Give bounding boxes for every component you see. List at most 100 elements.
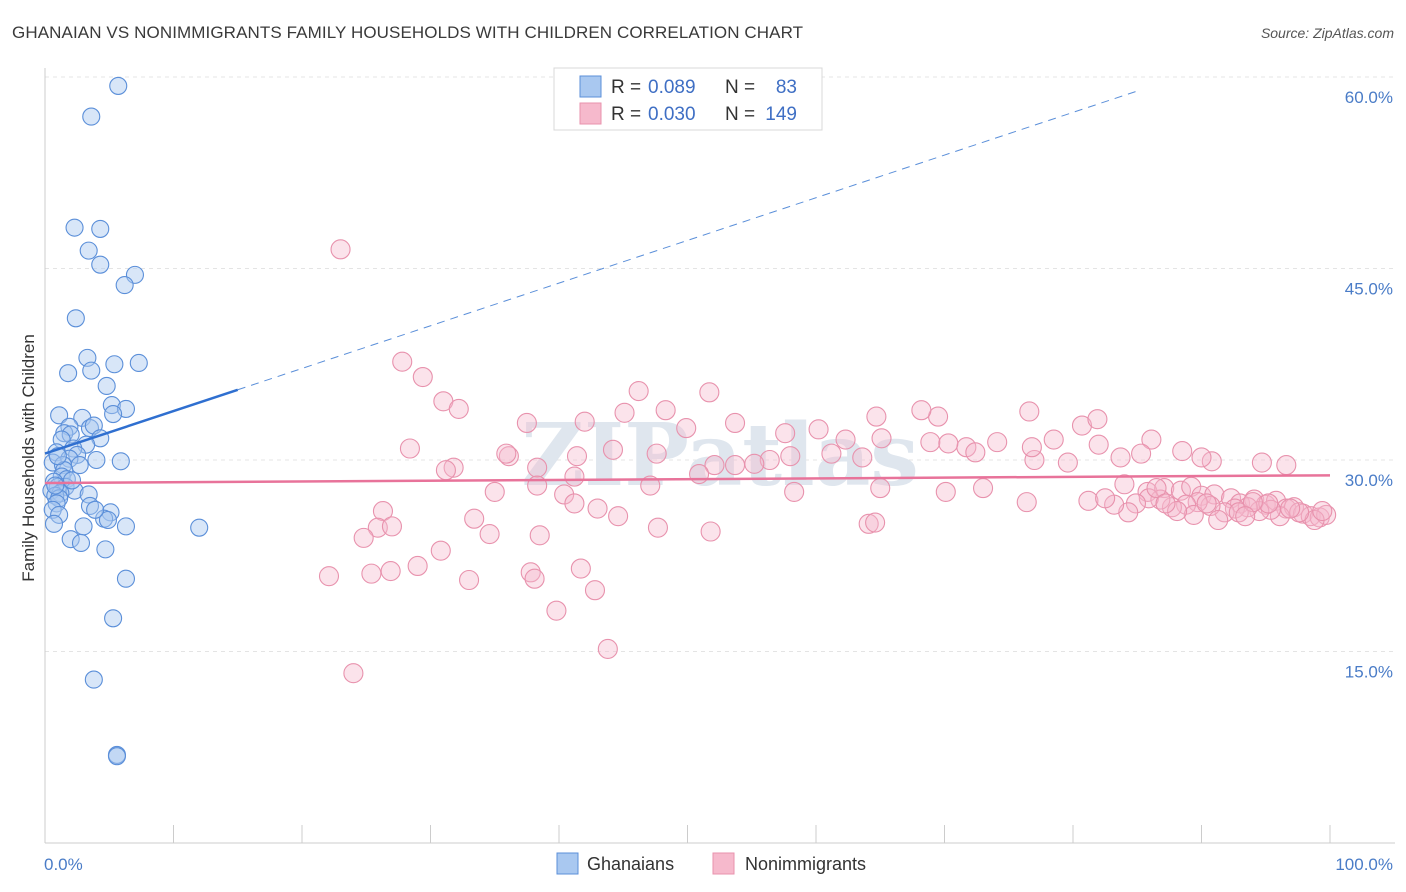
- nonimmigrants-point-40: [871, 428, 892, 449]
- ghanaians-point-4: [79, 241, 98, 260]
- legend-swatch-blue: [579, 75, 602, 98]
- chart-source: Source: ZipAtlas.com: [1260, 25, 1394, 41]
- nonimmigrants-point-26: [1088, 434, 1109, 455]
- nonimmigrants-point-14: [655, 400, 676, 421]
- ghanaians-point-67: [107, 747, 127, 766]
- bottom-legend-ghanaians: Ghanaians: [587, 854, 674, 874]
- nonimmigrants-point-132: [318, 566, 340, 587]
- nonimmigrants-point-7: [866, 406, 887, 427]
- ghanaians-point-24: [61, 425, 80, 444]
- nonimmigrants-point-19: [775, 423, 796, 444]
- ghanaians-point-5: [91, 255, 110, 274]
- nonimmigrants-point-66: [1016, 492, 1037, 513]
- nonimmigrants-point-47: [704, 455, 725, 476]
- ghanaians-point-10: [105, 355, 124, 374]
- ghanaians-point-57: [116, 517, 136, 536]
- nonimmigrants-point-15: [574, 411, 595, 432]
- ghanaians-point-60: [61, 530, 80, 549]
- legend-r-value-1: 0.089: [648, 77, 696, 98]
- ghanaians-point-61: [71, 533, 91, 553]
- ghanaians-point-1: [82, 107, 101, 126]
- legend-n-label-1: N =: [725, 77, 755, 98]
- bottom-legend-swatch-blue: [556, 852, 579, 875]
- nonimmigrants-point-92: [1224, 498, 1245, 519]
- ghanaians-point-65: [84, 670, 103, 689]
- ghanaians-point-53: [50, 505, 69, 524]
- nonimmigrants-point-135: [524, 568, 545, 589]
- nonimmigrants-point-6: [699, 382, 720, 403]
- nonimmigrants-point-44: [759, 449, 780, 471]
- nonimmigrants-point-2: [412, 366, 433, 388]
- nonimmigrants-point-111: [1196, 493, 1217, 514]
- ghanaians-point-55: [98, 510, 118, 530]
- nonimmigrants-point-9: [1019, 401, 1040, 422]
- ghanaians-point-2: [65, 218, 84, 237]
- nonimmigrants-point-129: [407, 555, 428, 577]
- nonimmigrants-point-16: [516, 412, 537, 434]
- ghanaians-point-36: [70, 456, 89, 475]
- bottom-legend-swatch-pink: [712, 852, 735, 875]
- nonimmigrants-point-31: [1276, 455, 1297, 476]
- nonimmigrants-point-4: [448, 398, 469, 419]
- nonimmigrants-point-67: [1078, 490, 1099, 511]
- nonimmigrants-point-32: [1191, 447, 1212, 468]
- nonimmigrants-point-113: [1155, 493, 1176, 514]
- series-ghanaians: [42, 76, 209, 766]
- nonimmigrants-point-105: [1208, 509, 1229, 531]
- bottom-legend-nonimmigrants: Nonimmigrants: [745, 854, 866, 874]
- x-tick-label-0: 0.0%: [44, 855, 83, 874]
- nonimmigrants-point-128: [430, 540, 451, 561]
- nonimmigrants-point-48: [646, 443, 667, 464]
- nonimmigrants-point-54: [399, 438, 420, 459]
- nonimmigrants-point-20: [808, 419, 829, 440]
- ghanaians-point-7: [115, 276, 134, 295]
- nonimmigrants-point-112: [1235, 506, 1256, 527]
- nonimmigrants-point-17: [676, 418, 697, 439]
- nonimmigrants-point-68: [1114, 474, 1135, 495]
- ghanaians-point-32: [87, 450, 106, 470]
- nonimmigrants-point-30: [1251, 452, 1272, 473]
- nonimmigrants-point-103: [1095, 488, 1116, 509]
- ghanaians-trend-line: [44, 388, 239, 455]
- nonimmigrants-point-43: [780, 446, 801, 467]
- gridlines: [45, 76, 1395, 652]
- nonimmigrants-point-107: [1146, 478, 1167, 499]
- nonimmigrants-point-121: [564, 493, 585, 514]
- nonimmigrants-point-126: [587, 498, 608, 519]
- nonimmigrants-point-104: [1183, 504, 1204, 525]
- nonimmigrants-point-55: [496, 443, 517, 464]
- legend-r-label-1: R =: [611, 77, 641, 98]
- x-tick-label-1: 100.0%: [1335, 855, 1393, 874]
- ghanaians-point-14: [97, 376, 116, 396]
- nonimmigrants-point-143: [972, 478, 994, 499]
- nonimmigrants-point-70: [1154, 478, 1175, 499]
- series-nonimmigrants: [318, 239, 1337, 684]
- nonimmigrants-point-118: [381, 516, 403, 537]
- nonimmigrants-point-106: [1228, 502, 1249, 523]
- ghanaians-point-8: [66, 309, 85, 328]
- nonimmigrants-point-125: [529, 525, 550, 546]
- nonimmigrants-point-61: [484, 481, 505, 502]
- ghanaians-point-12: [82, 361, 101, 380]
- nonimmigrants-point-38: [965, 442, 986, 463]
- ghanaians-point-69: [62, 471, 82, 490]
- nonimmigrants-point-12: [1087, 409, 1108, 430]
- nonimmigrants-point-63: [784, 481, 805, 502]
- ghanaians-point-59: [190, 518, 209, 537]
- ghanaians-trend-extension: [237, 90, 1138, 391]
- ghanaians-point-3: [91, 219, 110, 238]
- nonimmigrants-point-115: [1280, 498, 1301, 519]
- nonimmigrants-point-139: [597, 638, 618, 659]
- nonimmigrants-point-136: [570, 558, 591, 579]
- nonimmigrants-point-119: [353, 527, 374, 548]
- nonimmigrants-point-39: [938, 433, 959, 454]
- nonimmigrants-point-58: [689, 463, 710, 485]
- nonimmigrants-point-138: [546, 600, 567, 621]
- ghanaians-point-63: [116, 569, 136, 588]
- y-axis-title: Family Households with Children: [19, 334, 38, 582]
- nonimmigrants-point-18: [724, 412, 746, 434]
- nonimmigrants-point-13: [614, 402, 635, 423]
- ghanaians-point-56: [44, 514, 64, 533]
- nonimmigrants-point-49: [602, 439, 624, 460]
- nonimmigrants-point-124: [700, 521, 721, 542]
